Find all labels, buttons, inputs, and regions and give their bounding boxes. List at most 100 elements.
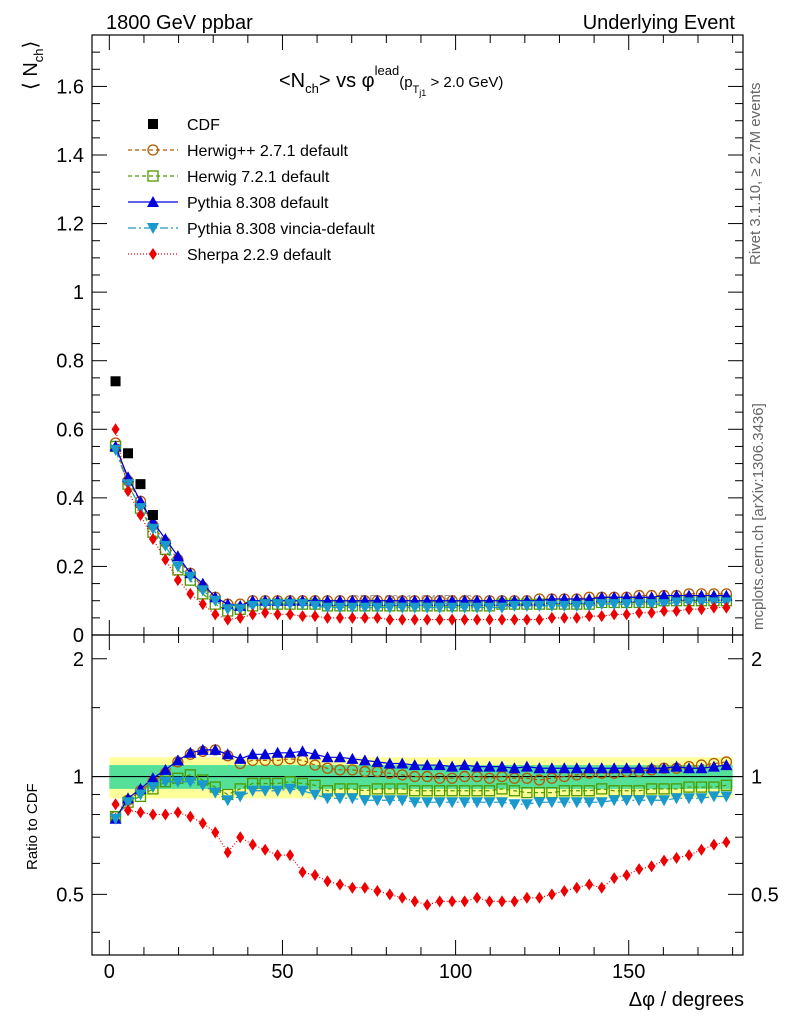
ratio-point-vincia [346,793,359,805]
ratio-point-vincia [545,797,558,809]
main-point-vincia [421,602,434,614]
ratio-point-vincia [682,793,695,805]
ratio-point-vincia [720,791,733,803]
ratio-point-herwigpp [409,770,421,783]
legend-label-herwigpp: Herwig++ 2.7.1 default [187,143,349,160]
main-point-sherpa [223,613,232,626]
main-point-sherpa [410,613,419,626]
ratio-point-vincia [608,795,621,807]
ratio-point-pythia [383,757,396,769]
ratio-point-vincia [633,795,646,807]
main-point-vincia [358,602,371,614]
ratio-point-pythia [658,762,671,774]
ratio-point-herwigpp [446,772,458,784]
main-point-vincia [695,597,708,609]
ratio-point-vincia [383,795,396,807]
ratio-point-vincia [408,797,421,809]
mcplots-label: mcplots.cern.ch [arXiv:1306.3436] [750,403,767,630]
ratio-point-pythia [408,759,421,771]
ratio-point-herwigpp [334,764,346,776]
main-point-sherpa [161,553,170,566]
ratio-point-herwig7 [471,785,483,797]
header-right: Underlying Event [583,12,736,34]
main-point-sherpa [435,613,444,626]
main-point-sherpa [273,608,282,621]
main-point-vincia [583,600,596,612]
ratio-point-sherpa [572,881,581,894]
ratio-point-herwig7 [371,783,383,795]
ratio-point-herwig7 [384,783,396,795]
ratio-point-herwig7 [571,785,583,797]
ratio-point-sherpa [660,854,669,867]
ratio-point-vincia [421,797,434,809]
ratio-point-vincia [184,776,197,788]
main-point-vincia [209,595,222,607]
ratio-point-herwigpp [359,765,371,778]
ratio-point-vincia [670,793,683,805]
ratio-point-sherpa [348,881,357,894]
main-point-sherpa [311,610,320,623]
ratio-point-herwigpp [508,772,521,784]
ratio-point-pythia [433,759,446,771]
main-point-sherpa [360,611,369,624]
ratio-point-pythia [159,763,172,775]
ratio-point-pythia [520,760,533,772]
ratio-point-herwigpp [521,772,533,784]
ratio-point-sherpa [236,831,245,844]
ratio-point-herwig7 [483,785,496,797]
main-series-data [110,376,158,520]
main-point-sherpa [635,606,644,619]
main-point-sherpa [709,601,718,614]
main-point-vincia [321,602,334,614]
ratio-point-herwigpp [421,770,433,783]
main-point-vincia [396,602,409,614]
main-point-data [147,510,158,520]
ratio-point-pythia [321,751,334,763]
ratio-point-pythia [196,743,209,755]
legend-marker-herwigpp [147,144,159,156]
main-point-sherpa [136,509,145,521]
main-point-vincia [146,523,159,535]
ratio-point-sherpa [298,866,307,879]
ratio-point-sherpa [198,817,207,830]
ratio-point-herwig7 [658,783,670,795]
ratio-line-sherpa [115,803,727,906]
ratio-point-vincia [583,797,596,809]
ratio-point-herwig7 [508,785,521,797]
title-a: <N [279,70,305,92]
main-point-vincia [595,599,608,611]
ratio-point-vincia [658,795,671,807]
main-point-sherpa [560,611,569,624]
main-ytick-label: 0.4 [56,488,84,510]
ratio-ylabel: Ratio to CDF [24,783,41,870]
ratio-point-sherpa [473,891,482,904]
ratio-series-pythia [109,743,733,824]
ratio-point-herwigpp [321,762,334,774]
ratio-plot-area [92,743,743,911]
main-ytick-label: 0.2 [56,556,84,578]
main-point-vincia [508,600,521,612]
ratio-panel: 0.5 0.5 1 1 2 2 0 50 100 150 [56,634,779,983]
ratio-point-vincia [645,795,658,807]
legend-marker-data [148,119,158,129]
ratio-point-pythia [483,760,496,772]
ratio-point-herwig7 [695,781,708,793]
main-point-sherpa [186,587,195,600]
main-point-sherpa [236,611,245,624]
main-point-sherpa [111,423,120,436]
main-point-sherpa [173,574,182,587]
title-b: > vs φ [319,70,375,92]
ratio-point-pythia [358,754,371,766]
ratio-point-pythia [558,762,571,774]
main-ytick-label: 1.2 [56,214,84,236]
ratio-point-vincia [246,785,259,797]
main-line-herwigpp [114,442,727,605]
ratio-point-vincia [196,780,209,792]
main-line-pythia [114,446,727,607]
ratio-point-pythia [633,762,646,774]
ratio-point-sherpa [148,808,157,821]
main-series-vincia [109,444,733,616]
ratio-point-herwigpp [533,774,546,786]
ratio-point-pythia [234,752,247,764]
ratio-point-vincia [595,797,608,809]
